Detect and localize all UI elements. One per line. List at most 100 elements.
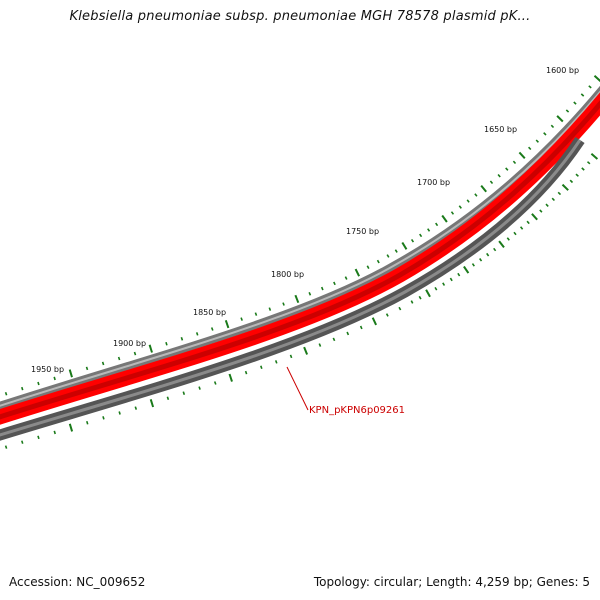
outer-tick-1 — [4, 392, 8, 396]
inner-tick-20 — [303, 346, 309, 355]
outer-tick-39 — [474, 193, 478, 197]
inner-tick-6 — [86, 420, 89, 425]
inner-tick-55 — [590, 153, 599, 160]
outer-tick-29 — [394, 249, 398, 253]
inner-tick-42 — [513, 231, 517, 236]
inner-tick-44 — [526, 220, 530, 225]
gene-label-leader — [286, 366, 309, 411]
outer-tick-49 — [550, 124, 555, 129]
inner-tick-10 — [149, 399, 155, 408]
outer-tick-41 — [489, 180, 494, 185]
outer-tick-40 — [480, 184, 487, 193]
outer-tick-14 — [210, 327, 214, 331]
outer-tick-3 — [37, 381, 40, 386]
outer-tick-17 — [254, 312, 258, 316]
topology-summary: Topology: circular; Length: 4,259 bp; Ge… — [313, 575, 590, 589]
outer-tick-52 — [573, 101, 577, 105]
outer-tick-13 — [195, 332, 199, 336]
inner-tick-38 — [486, 252, 490, 257]
inner-tick-32 — [442, 282, 446, 286]
reverse-gene-highlight — [0, 139, 582, 437]
inner-tick-2 — [21, 440, 24, 444]
inner-tick-4 — [53, 430, 56, 435]
outer-tick-5 — [68, 369, 73, 378]
inner-tick-15 — [228, 373, 233, 382]
outer-tick-10 — [148, 344, 153, 353]
outer-tick-24 — [344, 276, 348, 280]
outer-tick-8 — [117, 356, 121, 361]
inner-tick-41 — [506, 237, 510, 241]
inner-tick-16 — [244, 370, 248, 375]
outer-tick-44 — [512, 160, 517, 165]
outer-tick-2 — [21, 386, 24, 391]
outer-tick-37 — [458, 205, 462, 209]
inner-tick-17 — [260, 365, 263, 370]
inner-tick-ring — [4, 153, 599, 449]
inner-tick-12 — [182, 391, 186, 395]
outer-tick-27 — [376, 259, 380, 264]
inner-tick-51 — [569, 179, 574, 184]
outer-tick-43 — [505, 167, 509, 171]
bp-label-1700: 1700 bp — [417, 178, 450, 187]
inner-tick-39 — [493, 247, 497, 252]
inner-tick-37 — [479, 258, 483, 262]
inner-tick-24 — [359, 325, 363, 330]
inner-tick-34 — [457, 272, 461, 277]
outer-tick-53 — [580, 93, 585, 97]
bp-label-1900: 1900 bp — [113, 339, 146, 348]
outer-tick-26 — [366, 265, 370, 269]
inner-tick-3 — [37, 435, 40, 440]
outer-tick-25 — [354, 268, 360, 277]
inner-tick-22 — [332, 337, 336, 342]
inner-tick-40 — [498, 240, 505, 249]
outer-tick-16 — [240, 317, 243, 321]
inner-tick-43 — [519, 226, 524, 230]
bp-label-group: 1600 bp 1650 bp 1700 bp 1750 bp 1800 bp … — [31, 66, 579, 374]
inner-tick-53 — [581, 167, 585, 171]
outer-tick-54 — [588, 85, 592, 89]
outer-tick-12 — [180, 337, 184, 341]
outer-tick-7 — [101, 361, 105, 366]
outer-tick-6 — [85, 366, 89, 371]
outer-tick-28 — [386, 254, 390, 258]
outer-tick-34 — [435, 222, 439, 227]
inner-tick-28 — [410, 300, 414, 304]
inner-tick-29 — [418, 295, 422, 300]
bp-label-1800: 1800 bp — [271, 270, 304, 279]
inner-tick-30 — [425, 289, 431, 298]
inner-tick-7 — [102, 416, 105, 420]
inner-tick-47 — [545, 203, 549, 207]
outer-tick-46 — [528, 146, 532, 151]
outer-tick-20 — [294, 294, 300, 304]
outer-tick-55 — [593, 75, 600, 82]
bp-label-1650: 1650 bp — [484, 125, 517, 134]
outer-tick-30 — [401, 241, 408, 250]
outer-tick-ring — [4, 75, 600, 396]
outer-tick-9 — [133, 351, 137, 356]
outer-tick-33 — [427, 228, 431, 232]
inner-tick-23 — [346, 331, 350, 336]
gene-label[interactable]: KPN_pKPN6p09261 — [309, 405, 405, 416]
inner-tick-11 — [166, 396, 170, 400]
inner-tick-27 — [398, 306, 402, 311]
backbone-outer-highlight — [0, 90, 600, 407]
outer-tick-38 — [466, 199, 470, 203]
inner-tick-50 — [561, 183, 569, 191]
outer-tick-21 — [308, 292, 312, 296]
inner-tick-25 — [371, 317, 378, 326]
inner-tick-14 — [213, 381, 217, 385]
forward-gene-arc[interactable] — [0, 92, 600, 425]
outer-tick-22 — [320, 286, 324, 291]
bp-label-1950: 1950 bp — [31, 365, 64, 374]
inner-tick-46 — [539, 209, 543, 213]
map-title: Klebsiella pneumoniae subsp. pneumoniae … — [69, 9, 531, 24]
inner-tick-54 — [586, 161, 591, 165]
outer-tick-35 — [441, 214, 448, 223]
outer-tick-23 — [333, 281, 336, 286]
outer-tick-45 — [518, 151, 526, 159]
bp-label-1850: 1850 bp — [193, 308, 226, 317]
inner-tick-49 — [557, 191, 562, 196]
outer-tick-18 — [268, 307, 272, 311]
